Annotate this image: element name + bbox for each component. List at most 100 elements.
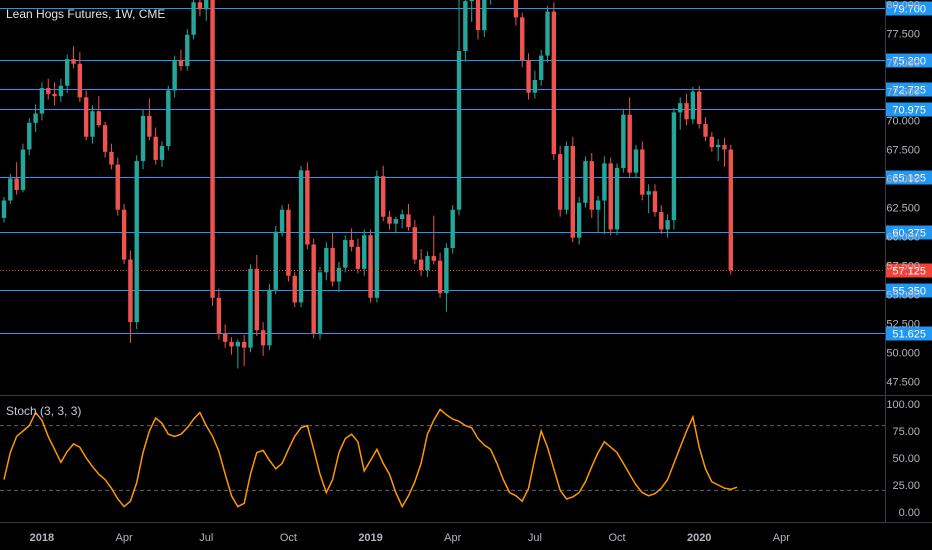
candle-body	[147, 115, 152, 137]
candle-body	[324, 247, 329, 273]
time-tick-label: Jul	[199, 532, 213, 544]
candle-body	[412, 227, 417, 260]
candle-body	[330, 247, 335, 282]
candle-body	[20, 149, 26, 191]
stochastic-axis: 0.00 25.00 50.00 75.00 100.00	[886, 399, 920, 519]
level-label: 72.725	[892, 85, 926, 97]
candle-body	[387, 216, 392, 224]
candle-body	[678, 103, 683, 113]
candle-body	[235, 341, 241, 347]
candle-body	[159, 146, 165, 160]
candle-body	[343, 239, 348, 268]
candle-body	[589, 161, 594, 210]
candle-body	[77, 63, 83, 98]
candle-body	[450, 209, 455, 248]
last-price-badge	[886, 263, 932, 278]
candle-body	[115, 164, 120, 210]
stoch-tick-label: 50.00	[892, 453, 920, 465]
candle-body	[374, 176, 380, 298]
level-badge	[886, 82, 932, 97]
candle-body	[469, 0, 474, 2]
candle-body	[305, 170, 310, 245]
price-tick-label: 47.500	[886, 376, 920, 388]
candle-body	[8, 178, 13, 201]
candle-body	[633, 149, 639, 173]
candle-body	[703, 123, 708, 137]
candle-body	[273, 231, 278, 290]
candle-body	[728, 149, 733, 271]
candle-body	[279, 209, 285, 232]
candle-body	[576, 202, 582, 238]
level-label: 79.700	[892, 4, 926, 16]
price-tick-label: 65.000	[886, 173, 920, 185]
candle-body	[109, 151, 114, 165]
candle-body	[722, 144, 727, 150]
price-tick-label: 80.000	[886, 0, 920, 12]
level-badge	[886, 326, 932, 341]
candle-body	[475, 0, 481, 31]
candle-body	[33, 113, 38, 123]
candle-body	[178, 60, 184, 67]
level-badge	[886, 170, 932, 185]
candle-body	[140, 115, 146, 162]
candle-body	[102, 125, 108, 152]
time-tick-label: Apr	[444, 532, 461, 544]
candle-body	[58, 85, 64, 97]
candle-body	[406, 214, 411, 228]
candle-body	[513, 0, 519, 18]
candle-body	[311, 244, 316, 334]
chart-title: Lean Hogs Futures, 1W, CME	[6, 7, 166, 21]
candle-body	[425, 256, 430, 271]
candle-body	[65, 59, 70, 86]
candle-body	[652, 191, 658, 213]
candle-body	[134, 161, 139, 323]
candle-body	[153, 136, 158, 160]
candle-body	[121, 209, 127, 260]
candle-body	[659, 212, 664, 230]
stoch-tick-label: 100.00	[886, 399, 920, 411]
price-tick-label: 62.500	[886, 202, 920, 214]
candle-body	[349, 239, 354, 247]
price-tick-label: 77.500	[886, 29, 920, 41]
candle-body	[191, 2, 196, 35]
candle-body	[197, 2, 203, 10]
candle-body	[292, 275, 297, 303]
candle-body	[39, 88, 45, 114]
candle-body	[418, 259, 424, 271]
candle-body	[456, 50, 462, 210]
candle-body	[317, 272, 323, 334]
level-label: 51.625	[892, 329, 926, 341]
candle-body	[267, 289, 272, 346]
candle-body	[595, 200, 601, 210]
candle-body	[646, 191, 651, 195]
candle-body	[520, 17, 525, 61]
candle-body	[1, 200, 7, 218]
candle-body	[223, 333, 228, 342]
candle-body	[362, 235, 367, 269]
price-tick-label: 52.500	[886, 318, 920, 330]
time-tick-label: Jul	[528, 532, 542, 544]
candle-body	[627, 114, 632, 173]
candle-body	[185, 34, 190, 67]
candle-body	[52, 93, 57, 97]
candle-body	[583, 161, 588, 203]
price-tick-label: 55.000	[886, 289, 920, 301]
time-tick-label: Apr	[773, 532, 790, 544]
candle-body	[210, 0, 215, 298]
candle-body	[621, 114, 626, 169]
candle-body	[564, 146, 569, 210]
level-badge	[886, 283, 932, 298]
candle-body	[690, 91, 696, 120]
candle-body	[393, 219, 399, 224]
candle-body	[608, 163, 613, 230]
stoch-tick-label: 75.00	[892, 426, 920, 438]
time-tick-label: Apr	[116, 532, 133, 544]
level-badge	[886, 53, 932, 68]
level-label: 60.375	[892, 228, 926, 240]
price-tick-label: 70.000	[886, 116, 920, 128]
candle-body	[46, 88, 51, 94]
candle-body	[437, 260, 443, 294]
candle-body	[557, 154, 563, 210]
candle-body	[602, 163, 607, 201]
